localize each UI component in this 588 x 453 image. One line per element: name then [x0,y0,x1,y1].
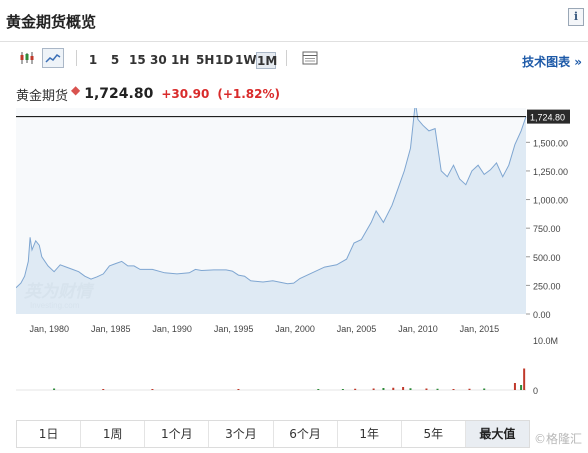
range-button-5h[interactable]: 5H [196,53,215,67]
range-button-1w[interactable]: 1W [235,53,257,67]
price-chart[interactable]: 英为财情Investing.com1,724.801,500.001,250.0… [15,102,588,400]
volume-axis-label: 0 [533,386,538,396]
volume-bar [483,388,486,390]
volume-bar [382,388,385,390]
range-button-5[interactable]: 5 [110,53,120,67]
period-button[interactable]: 3个月 [209,421,274,447]
table-view-icon[interactable] [299,48,321,68]
range-button-1[interactable]: 1 [88,53,98,67]
period-button[interactable]: 5年 [402,421,466,447]
range-button-15[interactable]: 15 [129,53,146,67]
volume-bar [468,388,471,390]
technical-chart-link[interactable]: 技术图表 » [522,55,582,69]
volume-bar [425,388,428,390]
x-tick-label: Jan, 2005 [337,324,377,334]
period-button[interactable]: 最大值 [465,421,529,447]
quote-line: 黄金期货 ◆ 1,724.80 +30.90 (+1.82%) [16,83,288,104]
toolbar-divider [76,50,77,66]
volume-bar [452,389,455,390]
x-tick-label: Jan, 1980 [30,324,70,334]
y-tick-label: 1,500.00 [533,138,568,148]
chart-toolbar: 1 5 15 30 1H 5H 1D 1W 1M 技术图表 » [16,46,588,74]
y-tick-label: 250.00 [533,281,561,291]
volume-axis-label: 10.0M [533,336,558,346]
y-tick-label: 0.00 [533,310,551,320]
page-title: 黄金期货概览 [6,13,97,31]
y-tick-label: 1,000.00 [533,196,568,206]
y-tick-label: 500.00 [533,253,561,263]
current-price-tag [527,109,570,124]
header-bar: 黄金期货概览 i [0,0,588,42]
volume-bar [151,389,154,390]
price-line [15,102,527,289]
x-tick-label: Jan, 1995 [214,324,254,334]
range-button-1m[interactable]: 1M [256,52,278,69]
volume-bar [392,387,395,390]
period-button[interactable]: 1日 [17,421,82,447]
volume-bar [402,387,405,390]
x-tick-label: Jan, 2010 [398,324,438,334]
candlestick-chart-icon[interactable] [16,48,38,68]
volume-bar [513,383,516,390]
volume-bar [523,368,526,390]
last-price: 1,724.80 [84,86,154,102]
x-tick-label: Jan, 1985 [91,324,131,334]
live-indicator-icon: ◆ [71,83,81,97]
instrument-name: 黄金期货 [16,88,69,104]
price-change: +30.90 [161,87,210,101]
range-button-1d[interactable]: 1D [215,53,234,67]
volume-bar [53,388,56,390]
period-selector: 1日 1周 1个月 3个月 6个月 1年 5年 最大值 [16,420,530,448]
period-button[interactable]: 1年 [338,421,402,447]
period-button[interactable]: 1周 [81,421,146,447]
current-price-label: 1,724.80 [530,113,565,123]
volume-bar [409,388,412,390]
volume-bar [102,389,105,390]
volume-bar [341,389,344,390]
volume-bar [237,389,240,390]
x-tick-label: Jan, 1990 [152,324,192,334]
period-button[interactable]: 6个月 [274,421,338,447]
info-icon[interactable]: i [568,8,584,26]
x-tick-label: Jan, 2015 [460,324,500,334]
credit-watermark: ©格隆汇 [533,432,582,446]
x-tick-label: Jan, 2000 [275,324,315,334]
volume-bar [436,388,439,390]
toolbar-divider [286,50,287,66]
price-area [16,102,526,314]
price-change-percent: (+1.82%) [217,87,281,101]
range-button-1h[interactable]: 1H [171,53,190,67]
y-tick-label: 750.00 [533,224,561,234]
price-chart-svg: 英为财情Investing.com1,724.801,500.001,250.0… [15,102,570,396]
range-button-30[interactable]: 30 [150,53,167,67]
period-button[interactable]: 1个月 [145,421,210,447]
area-chart-icon[interactable] [42,48,64,68]
volume-bar [354,388,357,390]
volume-bar [317,389,320,390]
volume-bar [520,385,523,390]
volume-bar [372,388,375,390]
y-tick-label: 1,250.00 [533,167,568,177]
